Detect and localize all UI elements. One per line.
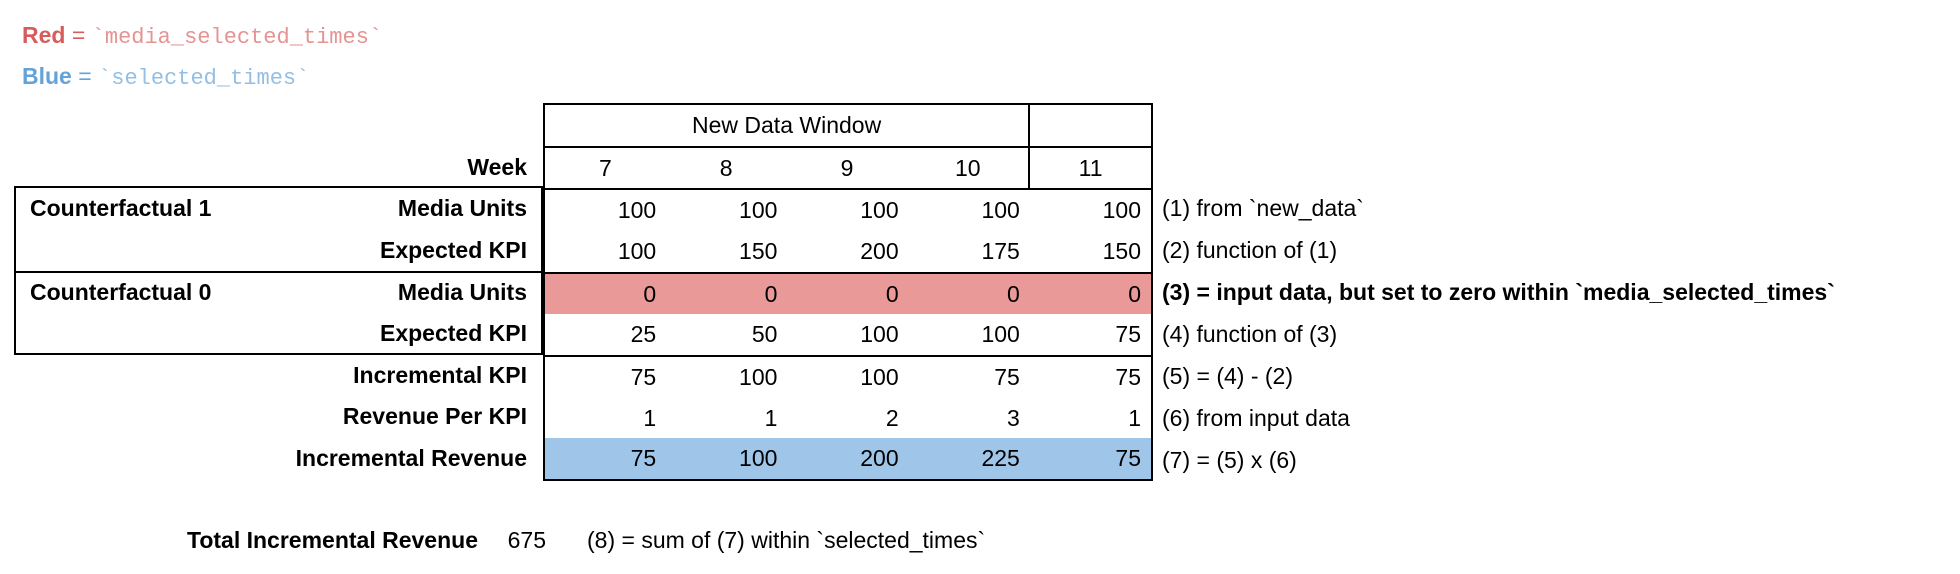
legend-red-equals: = — [71, 22, 86, 48]
new-data-window-title: New Data Window — [545, 105, 1031, 146]
week-cell: 8 — [719, 154, 733, 181]
week-cell: 11 — [1078, 154, 1103, 181]
value-cell: 100 — [981, 197, 1020, 224]
value-cell: 100 — [739, 363, 778, 390]
table-row-revenue-per-kpi: 1 1 2 3 1 — [545, 398, 1151, 439]
value-cell: 0 — [764, 280, 778, 307]
row-label-expected-kpi-cf0: Expected KPI — [380, 320, 527, 347]
row-label-incremental-kpi: Incremental KPI — [353, 361, 527, 388]
value-cell: 75 — [1115, 321, 1142, 348]
value-cell: 100 — [739, 197, 778, 224]
annotation-4: (4) function of (3) — [1162, 321, 1338, 347]
value-cell: 150 — [1102, 237, 1142, 264]
value-cell: 75 — [630, 445, 657, 472]
row-label-media-units-cf0: Media Units — [397, 278, 527, 305]
counterfactual-group-box — [14, 186, 543, 355]
week-cell: 7 — [599, 154, 612, 181]
annotation-6: (6) from input data — [1162, 405, 1350, 431]
value-cell: 225 — [981, 445, 1020, 472]
annotation-3: (3) = input data, but set to zero within… — [1162, 279, 1835, 305]
legend-red-line: Red = `media_selected_times` — [22, 16, 382, 57]
value-cell: 200 — [860, 445, 899, 472]
value-cell: 100 — [860, 363, 899, 390]
table-row-incremental-revenue-blue: 75 100 200 225 75 — [545, 438, 1151, 480]
row-label-revenue-per-kpi: Revenue Per KPI — [342, 403, 527, 430]
week-cell: 10 — [907, 147, 1031, 189]
color-legend: Red = `media_selected_times` Blue = `sel… — [22, 16, 382, 98]
new-data-window-header-row: New Data Window — [545, 105, 1151, 148]
legend-blue-equals: = — [78, 63, 92, 89]
value-cell: 25 — [630, 321, 657, 348]
row-label-expected-kpi-cf1: Expected KPI — [380, 236, 527, 263]
group-label-counterfactual-0: Counterfactual 0 — [30, 279, 212, 305]
row-label-panel: Week Media Units Expected KPI Media Unit… — [0, 103, 541, 481]
table-row-expected-kpi-cf0: 25 50 100 100 75 — [545, 314, 1151, 358]
value-cell: 50 — [751, 321, 778, 348]
week-cell: 9 — [840, 154, 854, 181]
value-cell: 100 — [617, 237, 657, 264]
value-cell: 0 — [885, 280, 899, 307]
table-row-media-units-cf0-red: 0 0 0 0 0 — [545, 273, 1151, 315]
row-label-incremental-revenue: Incremental Revenue — [295, 444, 527, 471]
table-row-incremental-kpi: 75 100 100 75 75 — [545, 357, 1151, 398]
legend-red-label: Red — [22, 22, 66, 48]
total-incremental-revenue-value: 675 — [507, 527, 546, 553]
total-incremental-revenue-label: Total Incremental Revenue — [187, 527, 478, 553]
data-table: New Data Window 7 8 9 10 11 100 100 100 … — [543, 103, 1153, 481]
table-row-expected-kpi-cf1: 100 150 200 175 150 — [545, 231, 1151, 274]
table-row-media-units-cf1: 100 100 100 100 100 — [545, 190, 1151, 231]
legend-red-code: `media_selected_times` — [91, 25, 383, 50]
value-cell: 100 — [739, 445, 778, 472]
value-cell: 3 — [1007, 404, 1020, 431]
annotation-7: (7) = (5) x (6) — [1162, 447, 1297, 473]
legend-blue-line: Blue = `selected_times` — [22, 57, 382, 98]
value-cell: 0 — [1128, 280, 1142, 307]
value-cell: 100 — [1102, 197, 1142, 224]
spacer-row — [0, 105, 541, 147]
value-cell: 100 — [860, 321, 899, 348]
row-label-media-units-cf1: Media Units — [397, 195, 527, 222]
new-data-window-empty-cell — [1030, 105, 1151, 146]
value-cell: 75 — [994, 363, 1020, 390]
annotation-5: (5) = (4) - (2) — [1162, 363, 1293, 389]
value-cell: 1 — [643, 404, 657, 431]
value-cell: 100 — [981, 321, 1020, 348]
annotation-2: (2) function of (1) — [1162, 237, 1338, 263]
value-cell: 75 — [1115, 445, 1142, 472]
value-cell: 1 — [1128, 404, 1142, 431]
legend-blue-code: `selected_times` — [98, 66, 310, 91]
annotation-1: (1) from `new_data` — [1162, 195, 1364, 221]
value-cell: 100 — [860, 197, 899, 224]
group-label-counterfactual-1: Counterfactual 1 — [30, 195, 212, 221]
value-cell: 0 — [1007, 280, 1020, 307]
value-cell: 150 — [739, 237, 778, 264]
value-cell: 1 — [764, 404, 778, 431]
value-cell: 2 — [885, 404, 899, 431]
annotation-8: (8) = sum of (7) within `selected_times` — [587, 527, 986, 553]
value-cell: 75 — [1115, 363, 1142, 390]
value-cell: 200 — [860, 237, 899, 264]
value-cell: 100 — [617, 197, 657, 224]
value-cell: 175 — [981, 237, 1020, 264]
week-header-row: 7 8 9 10 11 — [545, 147, 1151, 191]
annotation-panel: (1) from `new_data` (2) function of (1) … — [1162, 187, 1960, 481]
legend-blue-label: Blue — [22, 63, 72, 89]
value-cell: 0 — [643, 280, 657, 307]
counterfactual-group-divider — [16, 271, 541, 273]
value-cell: 75 — [630, 363, 657, 390]
week-row-label: Week — [467, 153, 527, 180]
